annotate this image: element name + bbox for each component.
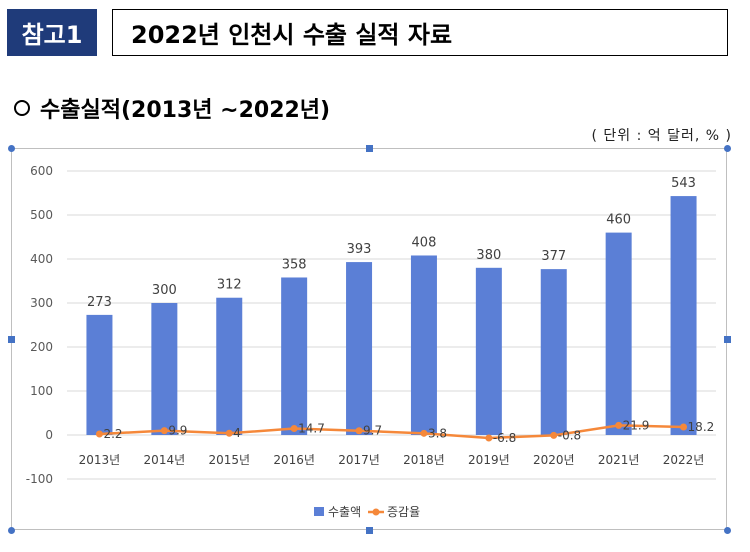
resize-handle-bottom-right[interactable]: [724, 527, 731, 534]
bar: [475, 267, 502, 435]
x-tick-label: 2018년: [403, 453, 445, 467]
bar-value-label: 377: [541, 249, 566, 264]
y-tick-label: 500: [30, 208, 53, 222]
page-title: 2022년 인천시 수출 실적 자료: [112, 9, 728, 56]
rate-point: [680, 423, 688, 431]
y-tick-label: 600: [30, 164, 53, 178]
rate-point: [550, 431, 558, 439]
y-tick-label: -100: [26, 472, 53, 486]
bar: [151, 303, 178, 435]
bar-value-label: 408: [412, 235, 437, 250]
rate-label: 4: [233, 426, 241, 440]
x-tick-label: 2013년: [79, 453, 121, 467]
rate-line: [99, 424, 684, 440]
resize-handle-bottom-middle[interactable]: [366, 527, 373, 534]
rate-point: [485, 434, 493, 442]
section-heading-text: 수출실적(2013년 ~2022년): [40, 98, 331, 123]
rate-point: [420, 429, 428, 437]
bar-value-label: 312: [217, 278, 242, 293]
bar: [216, 297, 243, 435]
bar: [605, 232, 632, 435]
x-tick-label: 2020년: [533, 453, 575, 467]
x-tick-label: 2015년: [208, 453, 250, 467]
reference-badge: 참고1: [7, 9, 97, 56]
rate-point: [290, 425, 298, 433]
rate-label: -0.8: [558, 428, 581, 442]
rate-label: -6.8: [493, 431, 516, 445]
x-tick-label: 2019년: [468, 453, 510, 467]
bar-value-label: 380: [476, 248, 501, 263]
bar-value-label: 273: [87, 295, 112, 310]
y-tick-label: 200: [30, 340, 53, 354]
x-tick-label: 2021년: [598, 453, 640, 467]
unit-note: ( 단위 : 억 달러, % ): [591, 128, 732, 144]
rate-point: [355, 427, 363, 435]
rate-label: 9.7: [363, 424, 382, 438]
rate-point: [225, 429, 233, 437]
y-tick-label: 100: [30, 384, 53, 398]
section-heading: 수출실적(2013년 ~2022년): [14, 92, 330, 124]
bar: [86, 314, 113, 435]
y-tick-label: 0: [45, 428, 53, 442]
x-tick-label: 2014년: [144, 453, 186, 467]
bar-value-label: 460: [606, 213, 631, 228]
resize-handle-top-right[interactable]: [724, 145, 731, 152]
bar: [670, 196, 697, 435]
bar: [281, 277, 308, 435]
rate-label: 18.2: [688, 420, 715, 434]
bar: [410, 255, 437, 435]
bar-value-label: 393: [347, 242, 372, 257]
rate-point: [160, 427, 168, 435]
rate-label: 9.9: [168, 424, 187, 438]
y-tick-label: 300: [30, 296, 53, 310]
x-tick-label: 2017년: [338, 453, 380, 467]
bar-value-label: 300: [152, 283, 177, 298]
rate-point: [95, 430, 103, 438]
bar-value-label: 543: [671, 176, 696, 191]
x-tick-label: 2022년: [663, 453, 705, 467]
rate-label: 21.9: [623, 418, 650, 432]
bar: [346, 262, 373, 435]
resize-handle-top-middle[interactable]: [366, 145, 373, 152]
bar-value-label: 358: [282, 257, 307, 272]
x-tick-label: 2016년: [273, 453, 315, 467]
bar: [540, 269, 567, 435]
chart-frame[interactable]: 600 500 400 300 200 100 0 -100 273 2013년 300 2014년 3…: [11, 148, 727, 530]
legend-label-bar: 수출액: [328, 505, 361, 519]
resize-handle-bottom-left[interactable]: [8, 527, 15, 534]
y-tick-label: 400: [30, 252, 53, 266]
rate-label: 14.7: [298, 422, 325, 436]
circle-bullet-icon: [14, 100, 30, 116]
resize-handle-top-left[interactable]: [8, 145, 15, 152]
legend-marker-line: [372, 508, 380, 516]
resize-handle-middle-left[interactable]: [8, 336, 15, 343]
rate-label: 2.2: [103, 427, 122, 441]
rate-label: 3.8: [428, 426, 447, 440]
legend-label-line: 증감율: [387, 505, 420, 519]
legend-swatch-bar: [314, 507, 324, 516]
export-chart: 600 500 400 300 200 100 0 -100 273 2013년 300 2014년 3…: [26, 164, 716, 519]
rate-point: [615, 421, 623, 429]
resize-handle-middle-right[interactable]: [724, 336, 731, 343]
